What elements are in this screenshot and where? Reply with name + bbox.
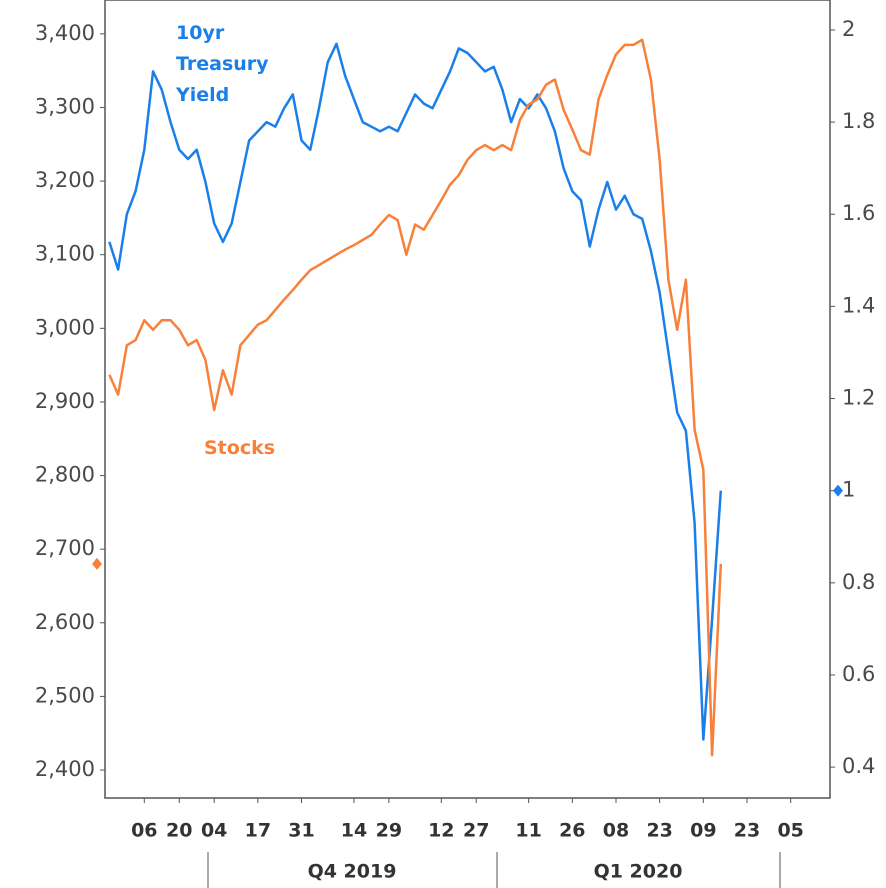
x-tick-label: 27 [463, 820, 489, 842]
y2-tick-label: 2 [842, 17, 855, 41]
y-tick-label: 2,900 [35, 389, 95, 413]
x-tick-label: 31 [288, 820, 314, 842]
last-value-marker [92, 557, 102, 570]
plot-frame [104, 0, 831, 799]
y-tick-label: 2,800 [35, 463, 95, 487]
series-label: Stocks [204, 437, 276, 459]
x-tick-label: 20 [166, 820, 192, 842]
y-tick-label: 3,200 [35, 168, 95, 192]
y2-tick-label: 1 [842, 478, 855, 502]
y-tick-label: 2,500 [35, 683, 95, 707]
x-tick-label: 23 [646, 820, 672, 842]
y2-tick-label: 1.4 [842, 293, 875, 317]
y2-tick-label: 1.6 [842, 201, 875, 225]
y-tick-label: 2,700 [35, 536, 95, 560]
x-tick-label: 11 [515, 820, 541, 842]
x-tick-label: 23 [734, 820, 760, 842]
series-line [108, 42, 723, 741]
x-tick-label: 12 [428, 820, 454, 842]
y2-tick-label: 0.8 [842, 570, 875, 594]
x-tick-label: 26 [559, 820, 585, 842]
x-tick-label: 05 [777, 820, 803, 842]
series-label: 10yr Treasury Yield [176, 22, 269, 106]
y2-tick-label: 1.2 [842, 386, 875, 410]
y-tick-label: 3,400 [35, 21, 95, 45]
y-tick-label: 3,000 [35, 315, 95, 339]
y-tick-label: 2,600 [35, 610, 95, 634]
x-tick-label: 04 [201, 820, 227, 842]
y2-tick-label: 0.4 [842, 754, 875, 778]
group-label: Q4 2019 [308, 861, 397, 883]
y2-tick-label: 1.8 [842, 109, 875, 133]
x-tick-label: 29 [376, 820, 402, 842]
x-tick-label: 17 [245, 820, 271, 842]
y2-tick-label: 0.6 [842, 662, 875, 686]
last-value-marker [833, 484, 843, 497]
x-tick-label: 06 [131, 820, 157, 842]
y-tick-label: 2,400 [35, 757, 95, 781]
group-label: Q1 2020 [594, 861, 683, 883]
x-tick-label: 09 [690, 820, 716, 842]
x-tick-label: 08 [603, 820, 629, 842]
y-tick-label: 3,300 [35, 94, 95, 118]
series-line [108, 38, 723, 757]
y-tick-label: 3,100 [35, 242, 95, 266]
x-tick-label: 14 [341, 820, 367, 842]
